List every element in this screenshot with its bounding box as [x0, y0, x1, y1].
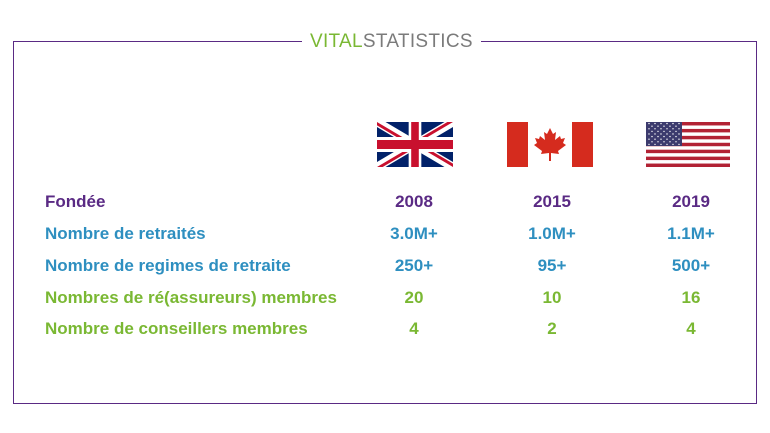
- value-usa-pension-plans: 500+: [671, 256, 711, 275]
- value-canada-advisors: 2: [547, 319, 557, 338]
- value-uk-pension-plans: 250+: [394, 256, 434, 275]
- value-usa-advisors: 4: [686, 319, 696, 338]
- value-uk-advisors: 4: [409, 319, 419, 338]
- content-frame: [13, 41, 757, 404]
- vital-statistics-logo: VITAL STATISTICS: [302, 30, 481, 54]
- row-label-reinsurers: Nombres de ré(assureurs) membres: [45, 288, 337, 307]
- value-uk-retirees: 3.0M+: [390, 224, 438, 243]
- usa-flag-icon: [646, 122, 730, 167]
- row-label-pension-plans: Nombre de regimes de retraite: [45, 256, 291, 275]
- value-canada-reinsurers: 10: [542, 288, 562, 307]
- row-label-advisors: Nombre de conseillers membres: [45, 319, 308, 338]
- value-canada-retirees: 1.0M+: [528, 224, 576, 243]
- value-canada-founded: 2015: [533, 192, 571, 211]
- value-usa-reinsurers: 16: [681, 288, 701, 307]
- row-label-retirees: Nombre de retraités: [45, 224, 206, 243]
- uk-flag-icon: [377, 122, 453, 167]
- value-uk-founded: 2008: [395, 192, 433, 211]
- value-usa-founded: 2019: [672, 192, 710, 211]
- logo-vital: VITAL: [310, 31, 363, 52]
- row-label-founded: Fondée: [45, 192, 106, 211]
- logo-statistics: STATISTICS: [362, 31, 473, 52]
- canada-flag-icon: [507, 122, 593, 167]
- value-uk-reinsurers: 20: [404, 288, 424, 307]
- value-usa-retirees: 1.1M+: [667, 224, 715, 243]
- value-canada-pension-plans: 95+: [537, 256, 567, 275]
